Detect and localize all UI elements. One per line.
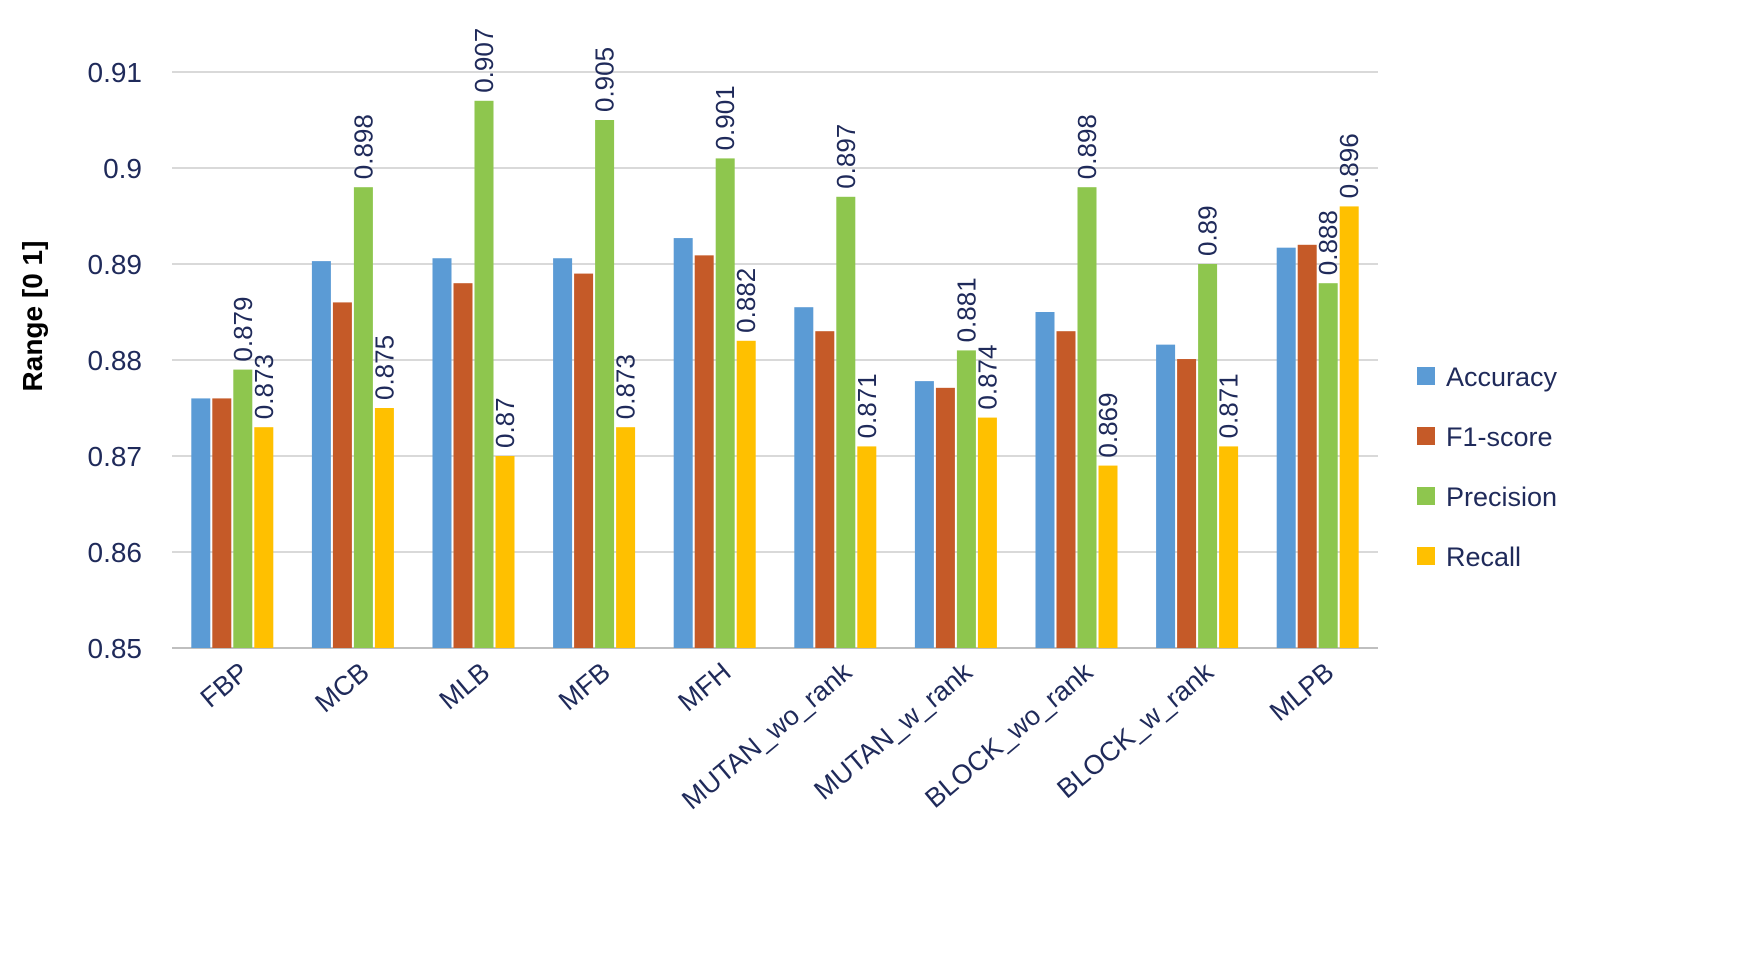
x-category-label: MLPB (1264, 657, 1340, 727)
y-tick-label: 0.91 (88, 57, 143, 88)
bar-recall (1219, 446, 1239, 648)
bar-accuracy (553, 258, 573, 648)
bar-accuracy (914, 381, 934, 648)
bar-recall (616, 427, 636, 648)
legend-entry: Accuracy (1446, 362, 1558, 392)
bar-accuracy (1156, 344, 1176, 648)
data-label: 0.869 (1093, 393, 1123, 458)
bar-recall (1339, 206, 1359, 648)
bar-precision (1198, 264, 1218, 648)
y-axis-label: Range [0 1] (17, 241, 48, 392)
bar-accuracy (1035, 312, 1055, 648)
legend-swatch (1417, 487, 1435, 505)
legend-swatch (1417, 367, 1435, 385)
legend-entry: Precision (1446, 482, 1557, 512)
data-label: 0.871 (1214, 373, 1244, 438)
y-tick-label: 0.88 (88, 345, 143, 376)
bar-precision (836, 196, 856, 649)
legend-entry: Recall (1446, 542, 1521, 572)
bar-recall (374, 408, 394, 648)
y-tick-label: 0.86 (88, 537, 143, 568)
x-category-label: FBP (195, 657, 255, 714)
bar-f1-score (935, 387, 955, 648)
bars (191, 100, 1359, 649)
legend-swatch (1417, 427, 1435, 445)
legend: Accuracy F1-score Precision Recall (1417, 362, 1558, 572)
bar-f1-score (1056, 331, 1076, 648)
bar-f1-score (815, 331, 835, 648)
x-category-label: MFH (672, 657, 736, 718)
data-label: 0.898 (1072, 114, 1102, 179)
data-label: 0.873 (611, 354, 641, 419)
bar-precision (595, 120, 615, 648)
bar-recall (254, 427, 274, 648)
data-label: 0.89 (1193, 205, 1223, 256)
bar-recall (736, 340, 756, 648)
data-label: 0.87 (490, 397, 520, 448)
y-axis-ticks: 0.85 0.86 0.87 0.88 0.89 0.9 0.91 (88, 57, 143, 664)
bar-accuracy (311, 261, 331, 648)
legend-swatch (1417, 547, 1435, 565)
x-category-label: MCB (310, 657, 375, 719)
gridlines (172, 71, 1378, 649)
bar-f1-score (574, 273, 594, 648)
bar-f1-score (694, 255, 714, 649)
bar-precision (1077, 187, 1097, 648)
legend-entry: F1-score (1446, 422, 1553, 452)
bar-recall (977, 417, 997, 648)
bar-precision (474, 100, 494, 649)
data-label: 0.882 (731, 268, 761, 333)
bar-accuracy (191, 398, 211, 648)
y-tick-label: 0.89 (88, 249, 143, 280)
y-tick-label: 0.9 (103, 153, 142, 184)
x-axis-categories: FBP MCB MLB MFB MFHMUTAN_wo_rankMUTAN_w_rank… (195, 656, 1340, 815)
bar-recall (495, 456, 515, 648)
data-label: 0.871 (852, 373, 882, 438)
data-label: 0.897 (831, 124, 861, 189)
x-category-label: MLB (434, 657, 496, 716)
data-label: 0.875 (369, 335, 399, 400)
data-labels: 0.8790.8730.8980.8750.9070.870.9050.8730… (228, 28, 1364, 458)
data-label: 0.907 (469, 28, 499, 93)
bar-f1-score (1177, 359, 1197, 648)
bar-accuracy (1276, 247, 1296, 648)
bar-accuracy (673, 238, 693, 648)
y-tick-label: 0.87 (88, 441, 143, 472)
data-label: 0.898 (348, 114, 378, 179)
bar-f1-score (212, 398, 232, 648)
bar-accuracy (794, 307, 814, 648)
bar-precision (715, 158, 735, 648)
data-label: 0.879 (228, 297, 258, 362)
bar-precision (956, 350, 976, 648)
data-label: 0.888 (1313, 210, 1343, 275)
data-label: 0.905 (590, 47, 620, 112)
bar-precision (1318, 283, 1338, 648)
y-tick-label: 0.85 (88, 633, 143, 664)
data-label: 0.896 (1334, 133, 1364, 198)
bar-f1-score (1297, 244, 1317, 649)
data-label: 0.873 (249, 354, 279, 419)
bar-f1-score (453, 283, 473, 648)
bar-recall (857, 446, 877, 648)
data-label: 0.881 (951, 277, 981, 342)
data-label: 0.874 (972, 345, 1002, 410)
bar-recall (1098, 465, 1118, 648)
data-label: 0.901 (710, 85, 740, 150)
bar-f1-score (332, 302, 352, 648)
bar-precision (233, 369, 253, 648)
bar-accuracy (432, 258, 452, 648)
bar-precision (353, 187, 373, 648)
x-category-label: MFB (553, 657, 616, 717)
